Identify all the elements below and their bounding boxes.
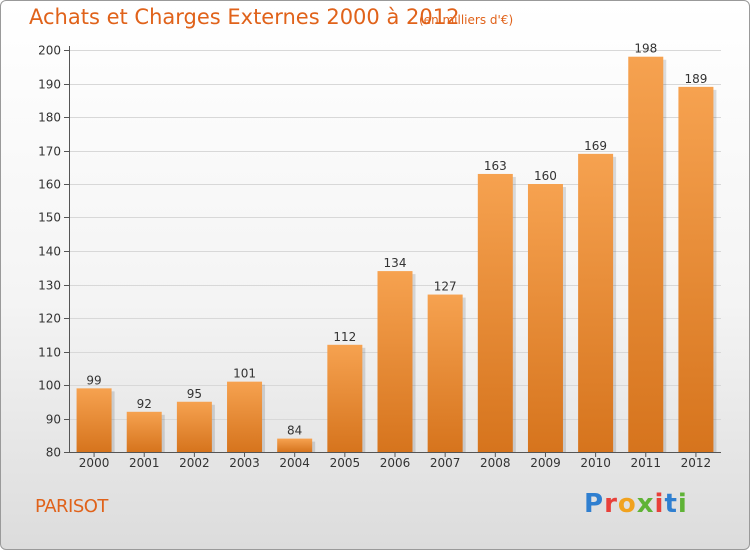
- x-tick-label: 2001: [129, 456, 160, 470]
- data-label: 169: [584, 139, 607, 153]
- proxiti-logo[interactable]: Proxiti: [584, 489, 688, 519]
- y-tick-label: 200: [38, 44, 61, 58]
- y-tick-label: 120: [38, 312, 61, 326]
- data-label: 101: [233, 367, 256, 381]
- y-tick-label: 170: [38, 145, 61, 159]
- x-tick-label: 2008: [480, 456, 511, 470]
- data-label: 189: [684, 72, 707, 86]
- y-tick-label: 80: [46, 446, 61, 460]
- chart-subtitle: (en milliers d'€): [419, 13, 514, 27]
- y-tick-label: 90: [46, 413, 61, 427]
- y-tick-label: 110: [38, 346, 61, 360]
- y-tick-label: 140: [38, 245, 61, 259]
- data-label: 84: [287, 424, 302, 438]
- x-tick-label: 2007: [430, 456, 461, 470]
- x-tick-label: 2009: [530, 456, 561, 470]
- x-tick-label: 2011: [630, 456, 661, 470]
- bar: [427, 294, 463, 452]
- bar: [227, 381, 263, 452]
- data-label: 134: [384, 256, 407, 270]
- y-tick-label: 180: [38, 111, 61, 125]
- x-tick-label: 2010: [580, 456, 611, 470]
- bar: [527, 184, 563, 452]
- data-label: 127: [434, 280, 457, 294]
- bar: [678, 86, 714, 452]
- bar: [578, 153, 614, 452]
- bar: [327, 344, 363, 452]
- x-tick-label: 2003: [229, 456, 260, 470]
- bar: [628, 56, 664, 452]
- data-label: 95: [187, 387, 202, 401]
- y-tick-label: 150: [38, 211, 61, 225]
- x-tick-label: 2000: [79, 456, 110, 470]
- logo-letter: i: [677, 489, 688, 519]
- x-tick-label: 2006: [380, 456, 411, 470]
- axis-layer: 80 90 100 110 120 130 140 150 160 170 180 190 200 200…: [38, 44, 721, 470]
- logo-letter: P: [584, 489, 605, 519]
- bar: [126, 411, 162, 452]
- x-tick-label: 2012: [681, 456, 712, 470]
- bar: [76, 388, 112, 452]
- y-tick-label: 100: [38, 379, 61, 393]
- x-tick-label: 2005: [330, 456, 361, 470]
- data-label: 112: [333, 330, 356, 344]
- data-label: 160: [534, 169, 557, 183]
- bar: [377, 271, 413, 452]
- x-tick-label: 2002: [179, 456, 210, 470]
- x-tick-label: 2004: [279, 456, 310, 470]
- logo-letter: o: [617, 489, 637, 519]
- location-label: PARISOT: [35, 496, 108, 517]
- logo-letter: x: [636, 489, 655, 519]
- data-label: 92: [137, 397, 152, 411]
- data-label: 198: [634, 42, 657, 56]
- logo-letter: r: [604, 489, 618, 519]
- bar-layer: [76, 56, 717, 452]
- logo-letter: i: [654, 489, 665, 519]
- data-label: 163: [484, 159, 507, 173]
- label-layer: 99 92 95 101 84 112 134 127 163 160 169 198 189: [86, 42, 707, 438]
- logo-letter: t: [664, 489, 678, 519]
- y-tick-label: 130: [38, 279, 61, 293]
- bar: [477, 173, 513, 452]
- bar: [176, 401, 212, 452]
- chart-title: Achats et Charges Externes 2000 à 2012: [29, 5, 460, 29]
- bar: [277, 438, 313, 452]
- y-tick-label: 160: [38, 178, 61, 192]
- y-tick-label: 190: [38, 78, 61, 92]
- data-label: 99: [86, 373, 101, 387]
